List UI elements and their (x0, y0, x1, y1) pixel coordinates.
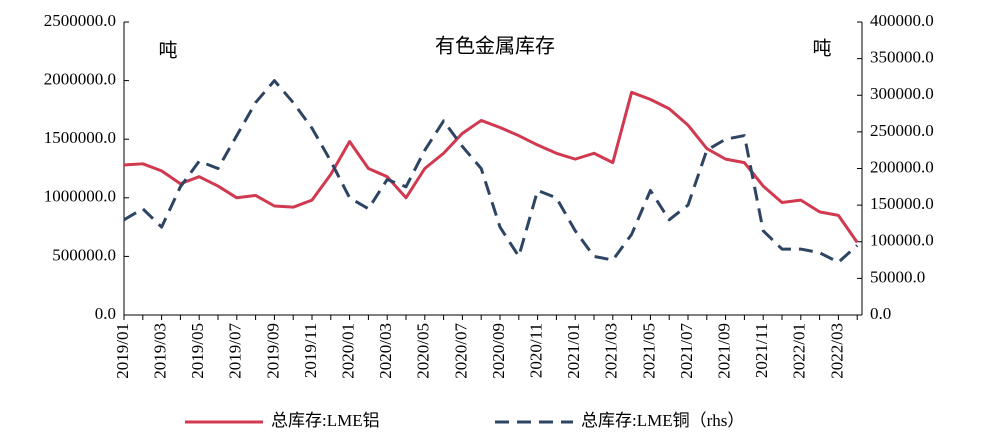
y-tick-label: 2500000.0 (44, 11, 116, 30)
x-tick-label: 2020/03 (376, 323, 395, 379)
y2-tick-label: 300000.0 (870, 84, 934, 103)
x-tick-label: 2019/07 (226, 323, 245, 379)
y-tick-label: 2000000.0 (44, 70, 116, 89)
legend-label: 总库存:LME铜（rhs） (581, 411, 744, 430)
x-tick-label: 2019/05 (188, 323, 207, 379)
line-series (123, 79, 859, 264)
x-tick-label: 2020/07 (451, 323, 470, 379)
x-tick-label: 2021/11 (752, 323, 771, 378)
y-tick-label: 500000.0 (52, 245, 116, 264)
x-tick-label: 2021/09 (715, 323, 734, 379)
x-tick-label: 2021/07 (677, 323, 696, 379)
y-tick-label: 1000000.0 (44, 187, 116, 206)
y2-tick-label: 250000.0 (870, 121, 934, 140)
y-tick-label: 1500000.0 (44, 128, 116, 147)
x-tick-label: 2020/05 (414, 323, 433, 379)
x-tick-label: 2019/11 (301, 323, 320, 378)
y2-tick-label: 200000.0 (870, 157, 934, 176)
y-unit-left: 吨 (158, 39, 177, 61)
y2-tick-label: 50000.0 (870, 267, 925, 286)
x-tick-label: 2021/05 (639, 323, 658, 379)
y-unit-right: 吨 (812, 37, 831, 59)
legend-label: 总库存:LME铝 (271, 411, 380, 430)
x-tick-label: 2020/11 (527, 323, 546, 378)
y2-tick-label: 0.0 (870, 304, 891, 323)
y-tick-label: 0.0 (95, 304, 116, 323)
y2-tick-label: 150000.0 (870, 194, 934, 213)
x-tick-label: 2022/03 (827, 323, 846, 379)
y2-tick-label: 400000.0 (870, 11, 934, 30)
x-tick-label: 2020/09 (489, 323, 508, 379)
y2-tick-label: 100000.0 (870, 231, 934, 250)
x-tick-label: 2022/01 (790, 323, 809, 379)
chart-title: 有色金属库存 (435, 35, 555, 58)
x-tick-label: 2019/03 (151, 323, 170, 379)
x-tick-label: 2020/01 (339, 323, 358, 379)
y2-tick-label: 350000.0 (870, 48, 934, 67)
line-series (123, 90, 859, 244)
x-tick-label: 2021/01 (564, 323, 583, 379)
x-tick-label: 2021/03 (602, 323, 621, 379)
x-tick-label: 2019/09 (263, 323, 282, 379)
x-tick-label: 2019/01 (113, 323, 132, 379)
